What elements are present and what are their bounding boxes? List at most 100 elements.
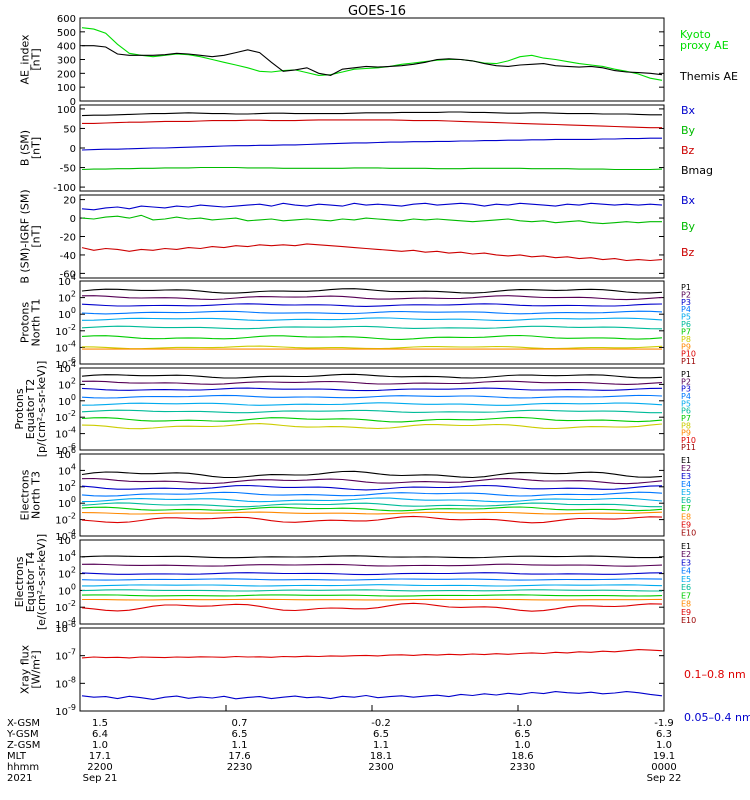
series-line-e1 [81, 470, 663, 479]
y-tick-label: 0 [70, 144, 76, 155]
legend-entry: By [681, 220, 696, 233]
legend-entry: By [681, 124, 696, 137]
series-line-p2 [81, 380, 663, 385]
y-axis-label: Equator T4 [24, 552, 37, 612]
legend-entry: E8 [681, 512, 691, 521]
y-axis-label: [p/(cm²-s-sr-keV)] [35, 361, 48, 458]
y-axis-label: AE_index [19, 34, 32, 85]
series-line-e4 [81, 491, 663, 497]
y-tick-label: 102 [58, 376, 76, 391]
legend-entry: E3 [681, 558, 691, 567]
y-tick-label: -20 [60, 233, 76, 244]
series-line-p6 [81, 409, 662, 414]
y-tick-label: -60 [60, 269, 76, 280]
y-tick-label: 50 [63, 124, 76, 135]
legend-entry: Bx [681, 194, 696, 207]
y-tick-label: 102 [58, 290, 76, 305]
legend-entry: P9 [681, 429, 691, 438]
x-row-label: Y-GSM [6, 729, 39, 740]
y-axis-label: [nT] [30, 48, 43, 70]
series-line-p4 [81, 394, 663, 399]
x-axis-value: 18.1 [370, 751, 392, 762]
x-axis-value: 6.5 [515, 729, 531, 740]
legend-entry: E1 [681, 456, 691, 465]
y-tick-label: 10-8 [55, 675, 76, 690]
x-axis-value: 1.0 [656, 740, 672, 751]
y-tick-label: 106 [58, 446, 76, 461]
series-line-bx [81, 137, 662, 151]
legend-entry: E9 [681, 520, 691, 529]
y-tick-label: 104 [58, 549, 76, 564]
series-line-p1 [81, 288, 663, 294]
y-tick-label: 300 [57, 56, 76, 67]
x-row-label: 2021 [7, 773, 32, 784]
x-row-label: hhmm [7, 762, 39, 773]
x-axis-value: -1.9 [654, 718, 674, 729]
panel-frame [79, 367, 665, 451]
series-line-p3 [81, 387, 663, 392]
legend-entry: E5 [681, 488, 691, 497]
y-axis-label: [e/(cm²-s-sr-keV)] [35, 534, 48, 630]
x-row-label: Z-GSM [7, 740, 40, 751]
x-axis-value: 6.4 [92, 729, 108, 740]
series-line-kyoto-proxy-ae [81, 27, 663, 81]
panel-frame [79, 17, 665, 102]
legend-entry: E2 [681, 464, 691, 473]
y-tick-label: -50 [60, 164, 76, 175]
x-axis-value: 18.6 [511, 751, 533, 762]
y-tick-label: 20 [63, 196, 76, 207]
x-axis-value: 17.6 [228, 751, 250, 762]
legend-entry: E7 [681, 504, 691, 513]
legend-entry: P6 [681, 407, 691, 416]
x-axis-value: 6.3 [656, 729, 672, 740]
series-line-p8 [81, 345, 663, 350]
y-tick-label: 10-2 [55, 599, 76, 614]
legend-entry: E6 [681, 496, 691, 505]
x-axis-value: 17.1 [89, 751, 111, 762]
y-tick-label: 10-6 [55, 620, 76, 635]
y-axis-label: Xray flux [19, 644, 32, 694]
x-axis-value: -0.2 [371, 718, 391, 729]
panel-frame [79, 539, 665, 625]
panel-frame [79, 453, 665, 537]
y-tick-label: 10-4 [55, 616, 76, 631]
series-line-e7 [81, 506, 663, 512]
legend-entry: P2 [681, 290, 691, 299]
y-axis-label: North T1 [30, 299, 43, 347]
legend-entry: E9 [681, 608, 691, 617]
legend-entry: E1 [681, 542, 691, 551]
series-line-bz [81, 243, 663, 262]
series-line-bz [82, 119, 662, 129]
legend-entry: 0.1–0.8 nm [684, 668, 746, 681]
series-line-e8 [82, 598, 663, 601]
y-tick-label: 10-6 [55, 442, 76, 457]
legend-entry: proxy AE [680, 39, 729, 52]
series-line-p2 [81, 295, 663, 301]
legend-entry: Kyoto [680, 28, 711, 41]
x-axis-value: 19.1 [653, 751, 675, 762]
y-tick-label: 10-2 [55, 323, 76, 338]
legend-entry: E4 [681, 480, 691, 489]
x-axis-value: -1.0 [513, 718, 533, 729]
legend-entry: P5 [681, 313, 691, 322]
y-tick-label: 200 [57, 69, 76, 80]
x-axis-value: 1.0 [515, 740, 531, 751]
legend-entry: P10 [681, 350, 696, 359]
y-axis-label: Equator T2 [24, 379, 37, 439]
y-axis-label: [nT] [30, 225, 43, 247]
series-line-e5 [82, 584, 663, 587]
y-tick-label: -40 [60, 251, 76, 262]
y-tick-label: 10-9 [55, 703, 76, 718]
series-line-e4 [81, 578, 663, 581]
x-row-label: MLT [7, 751, 27, 762]
legend-entry: P8 [681, 421, 691, 430]
legend-entry: P10 [681, 436, 696, 445]
series-line-0-05-0-4-nm [81, 691, 663, 700]
x-axis-value: 6.5 [373, 729, 389, 740]
legend-entry: P9 [681, 342, 691, 351]
series-line-p7 [81, 416, 663, 423]
series-line-e9 [81, 515, 663, 524]
legend-entry: Themis AE [679, 70, 738, 83]
series-line-p5 [81, 317, 663, 321]
